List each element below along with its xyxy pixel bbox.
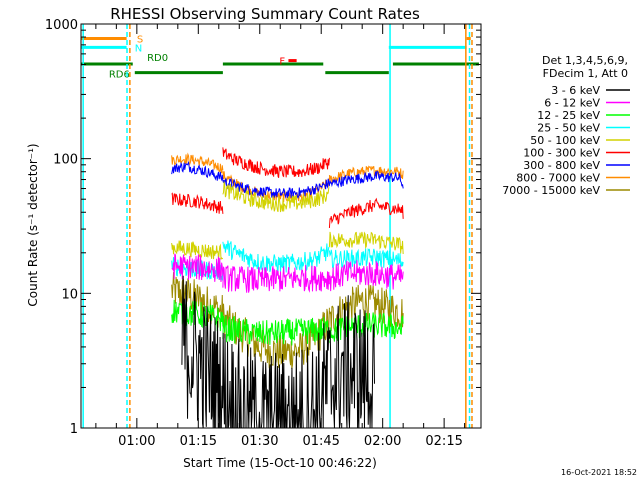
legend-label-1: 3 - 6 keV (551, 84, 600, 97)
series-3 (171, 298, 404, 346)
series-7-segment-2 (328, 170, 404, 189)
axes-frame (80, 23, 482, 429)
series-7-segment-1 (222, 177, 330, 199)
legend-label-3: 12 - 25 keV (537, 109, 600, 122)
state-bar-label-rd6: RD6 (109, 70, 130, 81)
x-tick-label-4: 02:00 (364, 434, 401, 449)
legend-label-5: 50 - 100 keV (530, 134, 600, 147)
series-3-segment-1 (222, 315, 330, 346)
series-5 (171, 181, 404, 261)
chart-title: RHESSI Observing Summary Count Rates (110, 5, 420, 23)
series-8-segment-2 (328, 165, 404, 184)
legend-header-line-1: Det 1,3,4,5,6,9, (542, 54, 628, 67)
series-2-segment-1 (222, 265, 330, 293)
timestamp: 16-Oct-2021 18:52 (561, 468, 637, 477)
legend-label-8: 800 - 7000 keV (516, 172, 600, 185)
series-6-segment-0 (171, 192, 224, 214)
series-6 (171, 147, 404, 229)
y-tick-label-2: 100 (53, 153, 78, 168)
x-axis-label: Start Time (15-Oct-10 00:46:22) (183, 456, 377, 470)
legend-label-9: 7000 - 15000 keV (502, 184, 600, 197)
series-5-segment-2 (328, 231, 404, 255)
legend-label-7: 300 - 800 keV (523, 159, 600, 172)
series-3-segment-2 (328, 312, 404, 345)
series-7-segment-0 (171, 160, 224, 182)
series-2-segment-0 (171, 253, 224, 282)
x-tick-label-3: 01:45 (302, 434, 339, 449)
series-5-segment-0 (171, 240, 224, 261)
y-tick-label-0: 1 (70, 422, 78, 437)
legend-label-6: 100 - 300 keV (523, 147, 600, 160)
series-5-segment-1 (222, 181, 330, 213)
y-axis-label: Count Rate (s⁻¹ detector⁻¹) (26, 143, 40, 306)
series-4-segment-1 (222, 240, 330, 273)
state-bar-label-n: N (135, 43, 142, 54)
state-bar-label-f: F (279, 57, 285, 68)
series-8-segment-0 (171, 152, 224, 174)
x-tick-label-0: 01:00 (118, 434, 155, 449)
series-3-segment-0 (171, 298, 224, 332)
series-1 (181, 275, 375, 428)
series-6-segment-1 (222, 147, 330, 178)
y-tick-label-3: 1000 (45, 18, 78, 33)
x-tick-label-5: 02:15 (425, 434, 462, 449)
series-2-segment-2 (328, 260, 404, 292)
series-4-segment-2 (328, 247, 404, 270)
x-tick-label-2: 01:30 (241, 434, 278, 449)
series-6-segment-2 (328, 197, 404, 229)
series-1-segment-0 (181, 275, 375, 428)
legend-label-4: 25 - 50 keV (537, 122, 600, 135)
state-bar-label-s: S (137, 35, 143, 46)
plot-area: SN RD0 RD6 F 1 10 100 1000 01:00 01:15 01:30 01:45 0… (45, 18, 482, 449)
y-tick-label-1: 10 (61, 287, 78, 302)
legend-header-line-2: FDecim 1, Att 0 (543, 67, 628, 80)
series-2 (171, 253, 404, 293)
series-7 (171, 160, 404, 199)
x-tick-label-1: 01:15 (180, 434, 217, 449)
state-bar-label-rd0: RD0 (147, 53, 168, 64)
series-9-segment-0 (171, 272, 224, 328)
legend-label-2: 6 - 12 keV (544, 97, 600, 110)
